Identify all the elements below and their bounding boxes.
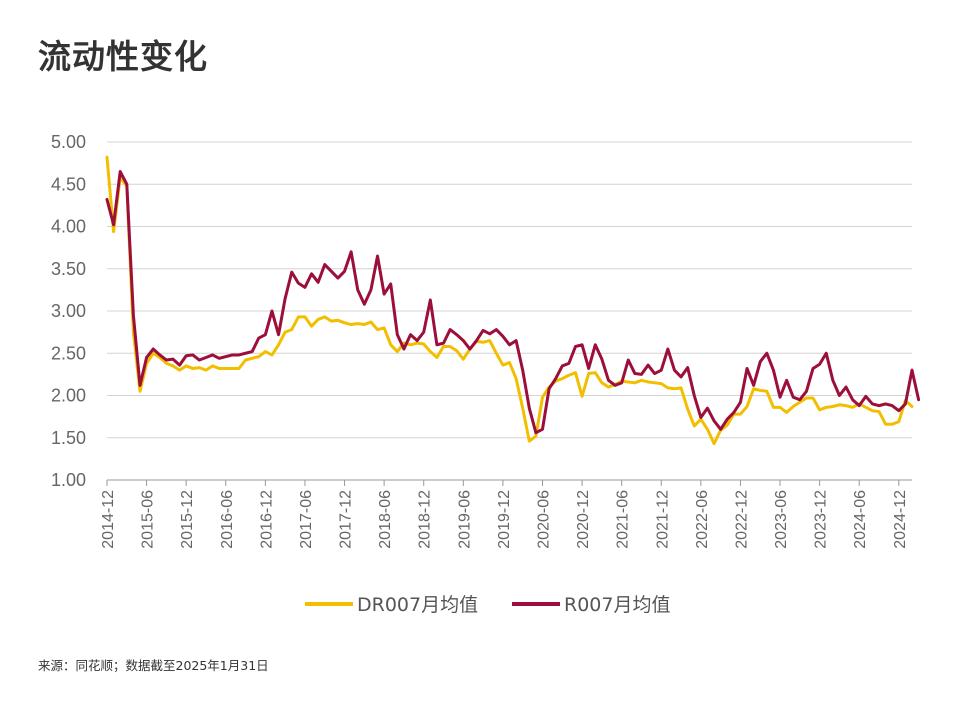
- y-tick-label: 2.00: [51, 386, 86, 406]
- x-tick-label: 2024-06: [852, 490, 869, 549]
- y-tick-label: 4.00: [51, 217, 86, 237]
- x-tick-label: 2023-06: [773, 490, 790, 549]
- x-tick-label: 2018-06: [377, 490, 394, 549]
- series-line-dr007: [105, 155, 914, 446]
- chart-title: 流动性变化: [38, 37, 208, 76]
- y-tick-label: 5.00: [51, 132, 86, 152]
- y-tick-label: 3.50: [51, 259, 86, 279]
- x-tick-label: 2020-06: [535, 490, 552, 549]
- x-tick-label: 2016-06: [219, 490, 236, 549]
- x-tick-label: 2023-12: [813, 490, 830, 549]
- x-tick-label: 2020-12: [575, 490, 592, 549]
- source-note: 来源：同花顺；数据截至2025年1月31日: [38, 658, 269, 673]
- x-tick-label: 2021-12: [654, 490, 671, 549]
- x-tick-label: 2021-06: [615, 490, 632, 549]
- x-tick-label: 2022-06: [694, 490, 711, 549]
- x-tick-label: 2016-12: [258, 490, 275, 549]
- y-tick-label: 2.50: [51, 343, 86, 363]
- line-chart: 5.00 4.50 4.00 3.50 3.00 2.50 2.00 1.50 1.00 201…: [51, 132, 921, 616]
- y-tick-label: 1.00: [51, 470, 86, 490]
- y-tick-label: 3.00: [51, 301, 86, 321]
- x-tick-label: 2015-12: [179, 490, 196, 549]
- x-tick-label: 2017-06: [298, 490, 315, 549]
- y-axis-ticks: 5.00 4.50 4.00 3.50 3.00 2.50 2.00 1.50 1.00: [51, 132, 86, 490]
- legend-label: DR007月均值: [357, 594, 478, 616]
- x-tick-label: 2018-12: [417, 490, 434, 549]
- x-tick-label: 2017-12: [338, 490, 355, 549]
- y-tick-label: 4.50: [51, 174, 86, 194]
- x-tick-label: 2022-12: [733, 490, 750, 549]
- grid-lines: [107, 141, 912, 481]
- legend: DR007月均值 R007月均值: [305, 594, 670, 616]
- x-tick-label: 2019-06: [456, 490, 473, 549]
- legend-label: R007月均值: [564, 594, 670, 616]
- x-tick-label: 2019-12: [496, 490, 513, 549]
- x-tick-label: 2015-06: [140, 490, 157, 549]
- y-tick-label: 1.50: [51, 428, 86, 448]
- series-lines: [105, 155, 921, 446]
- x-tick-label: 2014-12: [100, 490, 117, 549]
- x-axis-ticks: 2014-12 2015-06 2015-12 2016-06 2016-12 2017-…: [100, 480, 909, 549]
- series-line-r007: [105, 170, 921, 435]
- x-tick-label: 2024-12: [892, 490, 909, 549]
